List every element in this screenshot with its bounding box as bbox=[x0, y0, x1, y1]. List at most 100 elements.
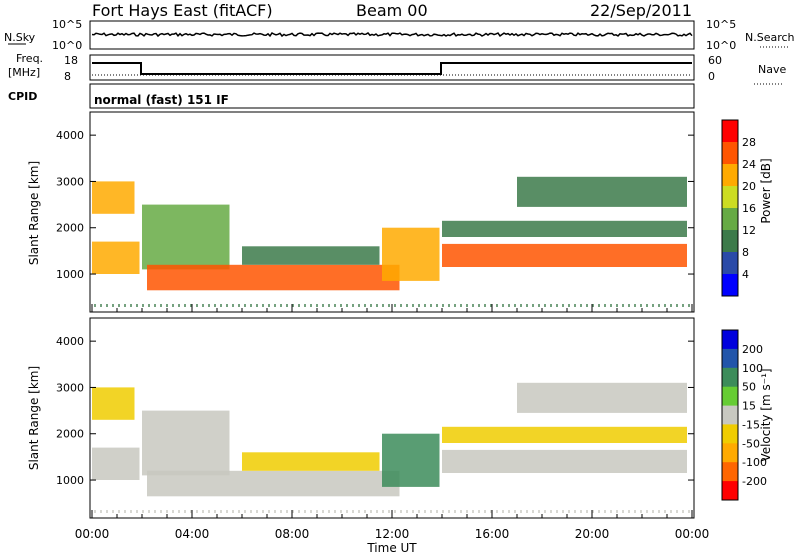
ground-speckle bbox=[142, 304, 144, 307]
ground-speckle bbox=[448, 304, 450, 307]
echo-band-1 bbox=[92, 181, 135, 214]
echo-band-2 bbox=[142, 410, 230, 476]
ground-speckle bbox=[280, 304, 282, 307]
ground-speckle bbox=[190, 304, 192, 307]
echo-band-4 bbox=[242, 452, 380, 471]
ground-speckle bbox=[532, 304, 534, 307]
ground-speckle bbox=[430, 510, 432, 513]
ground-speckle bbox=[466, 304, 468, 307]
ground-speckle bbox=[280, 510, 282, 513]
ground-speckle bbox=[322, 304, 324, 307]
ground-speckle bbox=[178, 304, 180, 307]
ground-speckle bbox=[250, 304, 252, 307]
ground-speckle bbox=[478, 510, 480, 513]
time-axis: 00:00 04:00 08:00 12:00 16:00 20:00 00:00 bbox=[75, 304, 710, 541]
ground-speckle bbox=[274, 304, 276, 307]
nsky-tick-bottom: 10^0 bbox=[52, 39, 82, 52]
ground-speckle bbox=[616, 510, 618, 513]
plot-title: Fort Hays East (fitACF) bbox=[92, 1, 273, 20]
colorbar-tick-label: 20 bbox=[742, 180, 756, 193]
ground-speckle bbox=[364, 304, 366, 307]
ground-speckle bbox=[670, 304, 672, 307]
ground-speckle bbox=[400, 304, 402, 307]
date-label: 22/Sep/2011 bbox=[590, 1, 692, 20]
ground-speckle bbox=[208, 304, 210, 307]
ground-speckle bbox=[286, 304, 288, 307]
ground-speckle bbox=[268, 304, 270, 307]
y-tick-label: 4000 bbox=[56, 129, 84, 142]
ground-speckle bbox=[208, 510, 210, 513]
ground-speckle bbox=[100, 304, 102, 307]
freq-label-2: [MHz] bbox=[8, 66, 40, 79]
nsearch-label: N.Search bbox=[745, 31, 795, 44]
ground-speckle bbox=[166, 304, 168, 307]
echo-band-4 bbox=[242, 246, 380, 265]
colorbar-swatch bbox=[722, 405, 738, 425]
colorbar-tick-label: -15 bbox=[742, 418, 760, 431]
ground-speckle bbox=[238, 304, 240, 307]
ground-speckle bbox=[670, 510, 672, 513]
ground-speckle bbox=[202, 304, 204, 307]
ground-speckle bbox=[364, 510, 366, 513]
ground-speckle bbox=[94, 510, 96, 513]
ground-speckle bbox=[574, 510, 576, 513]
ground-speckle bbox=[598, 304, 600, 307]
colorbar-tick-label: 8 bbox=[742, 246, 749, 259]
echo-band-0 bbox=[92, 447, 140, 480]
ground-speckle bbox=[574, 304, 576, 307]
ground-speckle bbox=[472, 510, 474, 513]
ground-speckle bbox=[418, 304, 420, 307]
ground-speckle bbox=[646, 510, 648, 513]
ground-speckle bbox=[232, 304, 234, 307]
ground-speckle bbox=[214, 510, 216, 513]
x-tick-label: 00:00 bbox=[675, 527, 710, 541]
ground-speckle bbox=[286, 510, 288, 513]
echo-band-8 bbox=[517, 176, 687, 207]
y-tick-label: 2000 bbox=[56, 222, 84, 235]
y-tick-label: 2000 bbox=[56, 428, 84, 441]
ground-speckle bbox=[664, 510, 666, 513]
velocity-y-axis: 1000 2000 3000 4000 bbox=[56, 335, 694, 487]
ground-speckle bbox=[346, 304, 348, 307]
ground-speckle bbox=[688, 510, 690, 513]
ground-speckle bbox=[226, 510, 228, 513]
ground-speckle bbox=[148, 510, 150, 513]
nsearch-tick-top: 10^5 bbox=[706, 18, 736, 31]
ground-speckle bbox=[154, 304, 156, 307]
ground-speckle bbox=[556, 510, 558, 513]
colorbar-tick-label: 50 bbox=[742, 381, 756, 394]
nsky-tick-top: 10^5 bbox=[52, 18, 82, 31]
ground-speckle bbox=[424, 304, 426, 307]
ground-speckle bbox=[106, 304, 108, 307]
ground-speckle bbox=[172, 304, 174, 307]
ground-speckle bbox=[274, 510, 276, 513]
colorbar-frame bbox=[721, 329, 739, 501]
ground-speckle bbox=[142, 510, 144, 513]
colorbar-frame bbox=[721, 119, 739, 297]
ground-speckle bbox=[220, 304, 222, 307]
ground-speckle bbox=[412, 304, 414, 307]
ground-speckle bbox=[496, 510, 498, 513]
colorbar-tick-label: 28 bbox=[742, 136, 756, 149]
ground-speckle bbox=[400, 510, 402, 513]
ground-speckle bbox=[388, 304, 390, 307]
ground-speckle bbox=[484, 304, 486, 307]
ground-speckle bbox=[502, 510, 504, 513]
ground-speckle bbox=[484, 510, 486, 513]
ground-speckle bbox=[394, 510, 396, 513]
ground-speckle bbox=[526, 304, 528, 307]
ground-speckle bbox=[442, 304, 444, 307]
ground-speckle bbox=[124, 510, 126, 513]
ground-speckle bbox=[232, 510, 234, 513]
x-tick-label: 08:00 bbox=[275, 527, 310, 541]
ground-speckle bbox=[604, 304, 606, 307]
ground-speckle bbox=[628, 304, 630, 307]
ground-speckle bbox=[304, 304, 306, 307]
ground-speckle bbox=[442, 510, 444, 513]
x-tick-label: 00:00 bbox=[75, 527, 110, 541]
colorbar-swatch bbox=[722, 252, 738, 275]
colorbar-swatch bbox=[722, 164, 738, 187]
ground-speckle bbox=[568, 510, 570, 513]
ground-speckle bbox=[538, 510, 540, 513]
echo-band-2 bbox=[142, 204, 230, 270]
